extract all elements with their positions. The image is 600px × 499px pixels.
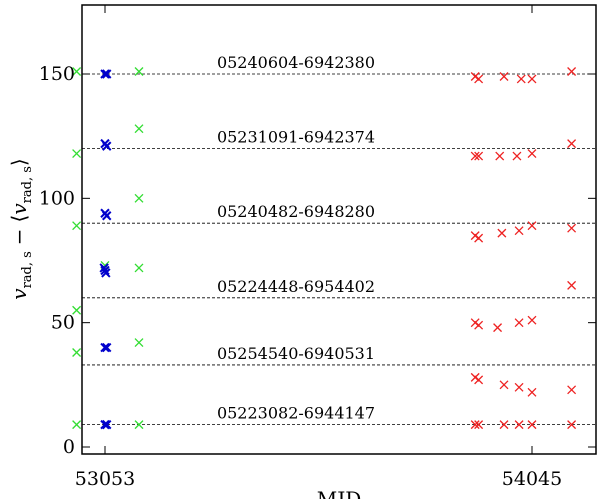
y-label-sub: rad, s bbox=[20, 251, 35, 288]
star-id-label: 05223082-6944147 bbox=[217, 404, 375, 423]
data-point-green bbox=[134, 193, 144, 203]
x-axis-label: MJD bbox=[317, 487, 362, 499]
data-point-blue bbox=[100, 69, 110, 79]
data-point-red bbox=[527, 221, 537, 231]
data-point-red bbox=[470, 151, 480, 161]
data-point-blue bbox=[102, 69, 112, 79]
data-point-red bbox=[516, 74, 526, 84]
plot-frame bbox=[81, 4, 597, 455]
data-point-red bbox=[527, 315, 537, 325]
data-point-red bbox=[514, 382, 524, 392]
star-id-label: 05240604-6942380 bbox=[217, 53, 375, 72]
x-tick-label: 54045 bbox=[502, 468, 562, 490]
data-point-red bbox=[470, 420, 480, 430]
axis-ticks: 0 50 100 150 53053 54045 bbox=[39, 5, 596, 490]
y-label-langle: ⟨ bbox=[7, 215, 31, 223]
data-point-red bbox=[527, 387, 537, 397]
data-point-red bbox=[567, 280, 577, 290]
y-label-v2: v bbox=[7, 203, 31, 215]
data-point-green bbox=[72, 420, 82, 430]
data-point-red bbox=[567, 420, 577, 430]
data-point-green bbox=[72, 149, 82, 159]
data-point-blue bbox=[102, 419, 112, 430]
data-point-red bbox=[514, 226, 524, 236]
y-tick-label: 0 bbox=[63, 436, 75, 458]
star-id-label: 05224448-6954402 bbox=[217, 277, 375, 296]
data-point-red bbox=[514, 318, 524, 328]
data-point-green bbox=[134, 67, 144, 76]
star-id-label: 05231091-6942374 bbox=[217, 128, 375, 147]
data-point-green bbox=[72, 348, 82, 357]
data-point-blue bbox=[99, 263, 109, 273]
data-point-blue bbox=[102, 141, 112, 151]
data-point-red bbox=[474, 420, 484, 430]
star-id-label: 05240482-6948280 bbox=[217, 202, 375, 221]
data-point-red bbox=[474, 320, 484, 330]
y-tick-label: 100 bbox=[39, 187, 75, 209]
x-tick-label: 53053 bbox=[75, 468, 135, 490]
data-point-red bbox=[567, 385, 577, 395]
y-tick-label: 150 bbox=[39, 63, 75, 85]
reference-lines: 05240604-6942380 05231091-6942374 05240482… bbox=[82, 53, 596, 426]
data-point-red bbox=[514, 420, 524, 430]
data-point-green bbox=[134, 124, 144, 134]
y-tick-label: 50 bbox=[51, 312, 75, 334]
data-point-green bbox=[134, 338, 144, 348]
data-point-blue bbox=[100, 342, 110, 353]
data-point-red bbox=[493, 323, 503, 333]
data-point-red bbox=[497, 228, 507, 238]
data-point-red bbox=[527, 74, 537, 84]
data-point-blue bbox=[100, 265, 110, 276]
y-label-minus: − bbox=[7, 228, 31, 245]
star-id-label: 05254540-6940531 bbox=[217, 344, 375, 363]
data-point-red bbox=[474, 151, 484, 161]
data-point-red bbox=[474, 74, 484, 84]
y-axis-label: vrad, s−⟨vrad, s⟩ bbox=[7, 158, 35, 299]
data-point-green bbox=[134, 420, 144, 430]
data-point-red bbox=[567, 139, 577, 149]
data-point-blue bbox=[100, 419, 110, 430]
data-point-red bbox=[499, 420, 509, 430]
data-point-green bbox=[134, 263, 144, 273]
data-point-red bbox=[474, 375, 484, 385]
data-point-red bbox=[512, 151, 522, 161]
data-point-green bbox=[72, 221, 82, 231]
data-point-red bbox=[527, 420, 537, 430]
data-point-red bbox=[567, 67, 577, 76]
y-label-sub2: rad, s bbox=[20, 166, 35, 203]
data-point-green bbox=[72, 305, 82, 315]
data-point-green bbox=[72, 67, 82, 76]
data-point-red bbox=[474, 233, 484, 243]
data-point-red bbox=[499, 72, 509, 81]
data-point-red bbox=[527, 149, 537, 159]
data-point-red bbox=[499, 380, 509, 390]
data-point-blue bbox=[102, 342, 112, 353]
data-point-red bbox=[495, 151, 505, 161]
y-label-rangle: ⟩ bbox=[7, 158, 31, 166]
data-markers bbox=[72, 67, 577, 430]
data-point-blue bbox=[102, 211, 112, 221]
data-point-red bbox=[567, 223, 577, 233]
y-label-v: v bbox=[7, 288, 31, 300]
